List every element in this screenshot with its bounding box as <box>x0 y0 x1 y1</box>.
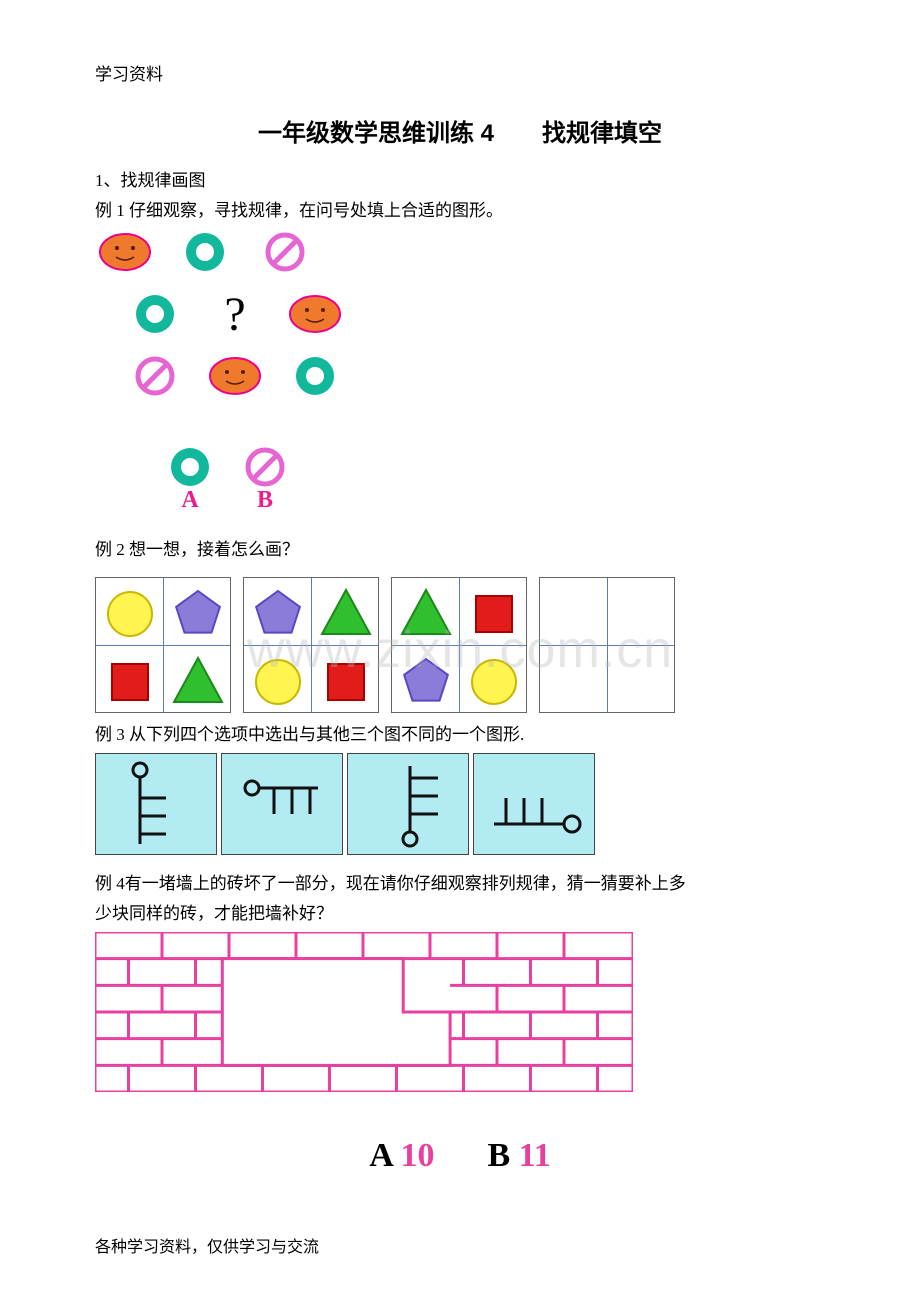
q2-line: 例 2 想一想，接着怎么画？ <box>95 537 825 563</box>
page-header: 学习资料 <box>95 60 825 85</box>
q4-line2: 少块同样的砖，才能把墙补好？ <box>95 901 825 927</box>
q1-line: 例 1 仔细观察，寻找规律，在问号处填上合适的图形。 <box>95 198 825 224</box>
page-title: 一年级数学思维训练 4 找规律填空 <box>95 113 825 148</box>
answer-options: A 10 B 11 <box>95 1137 825 1175</box>
svg-text:A: A <box>181 487 199 513</box>
q4-figure <box>95 932 825 1097</box>
q1-heading: 1、找规律画图 <box>95 168 825 194</box>
svg-text:?: ? <box>224 288 245 341</box>
q3-figure <box>95 753 825 863</box>
q2-figure <box>95 567 825 722</box>
answer-b-value: 11 <box>519 1137 551 1174</box>
svg-text:B: B <box>257 487 273 513</box>
answer-a-value: 10 <box>400 1137 434 1174</box>
page-footer: 各种学习资料，仅供学习与交流 <box>95 1233 319 1257</box>
answer-a-label: A <box>369 1137 392 1174</box>
answer-b-label: B <box>487 1137 510 1174</box>
q4-line1: 例 4有一堵墙上的砖坏了一部分，现在请你仔细观察排列规律，猜一猜要补上多 <box>95 871 825 897</box>
q3-line: 例 3 从下列四个选项中选出与其他三个图不同的一个图形. <box>95 722 825 748</box>
q1-figure: ? A B <box>95 227 825 537</box>
